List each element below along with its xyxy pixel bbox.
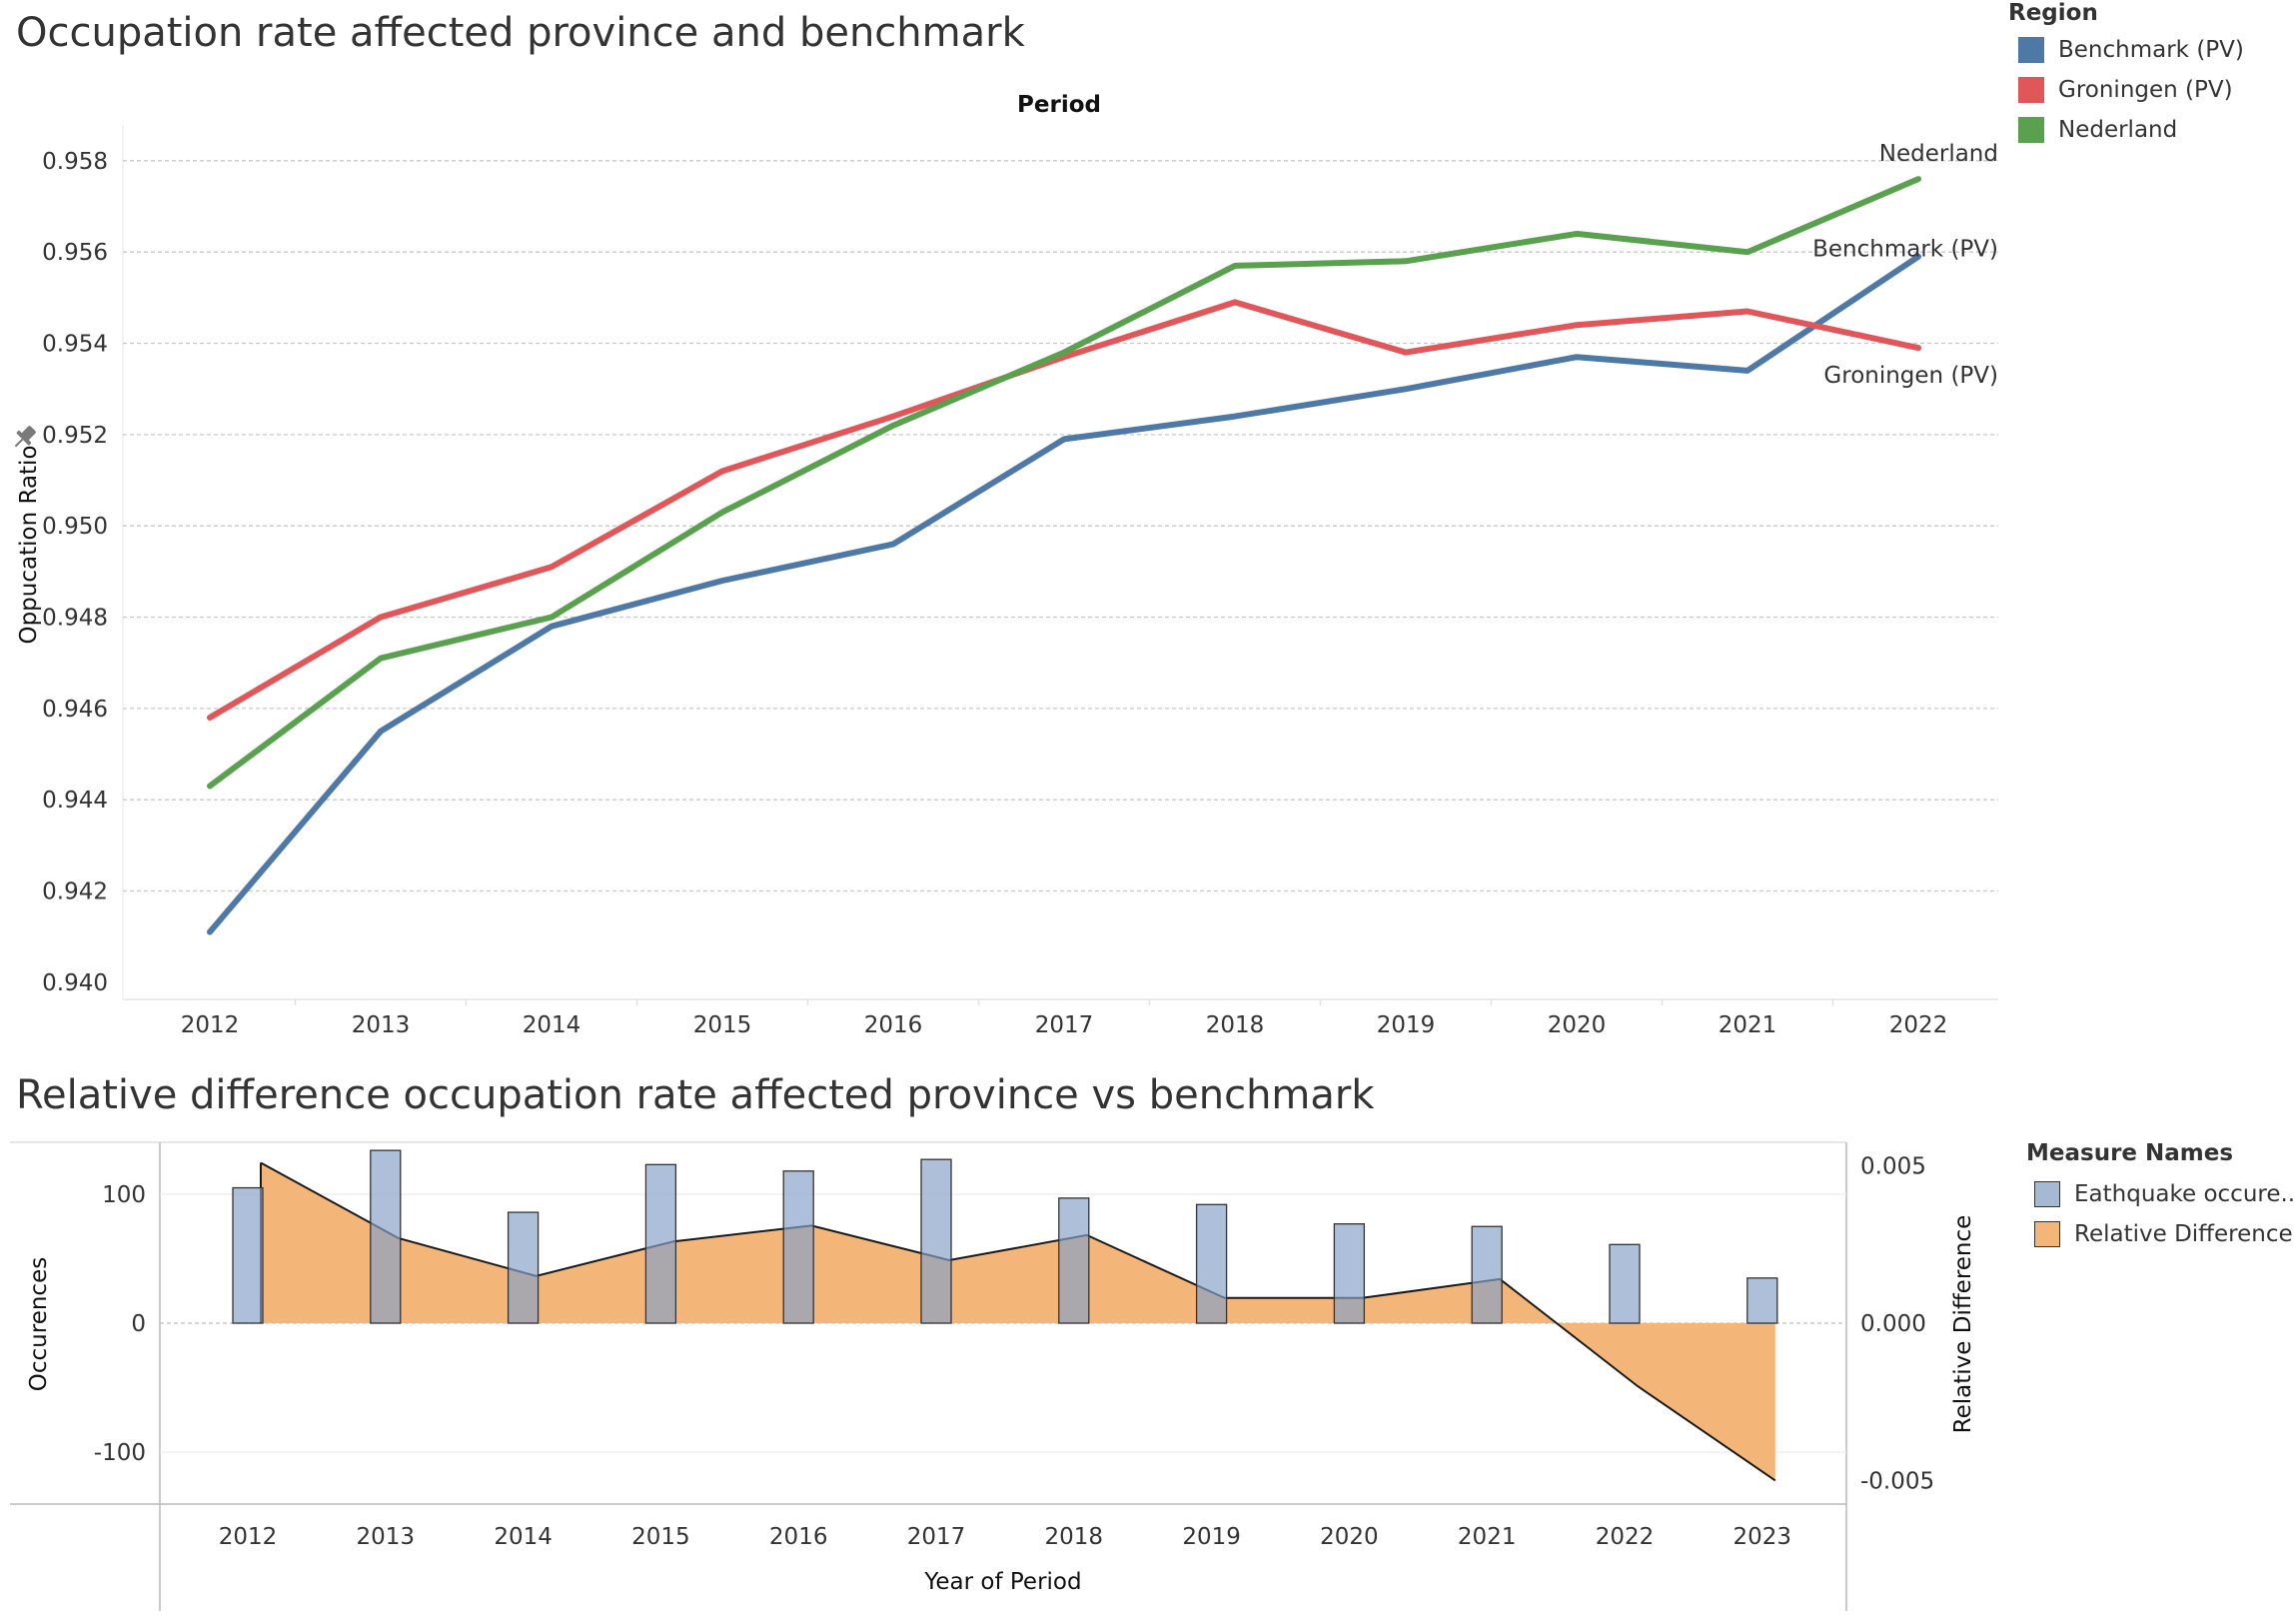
series-line-nederland[interactable] <box>207 176 1921 790</box>
bottom-y2-axis-title: Relative Difference <box>1950 1215 1976 1434</box>
earthquake-bar[interactable] <box>1471 1225 1503 1324</box>
bottom-x-tick-label: 2014 <box>494 1524 553 1550</box>
top-column-header: Period <box>1017 92 1101 118</box>
bottom-x-tick-label: 2023 <box>1733 1524 1792 1550</box>
earthquake-bar[interactable] <box>370 1149 402 1324</box>
top-y-tick-label: 0.944 <box>42 788 108 813</box>
series-line-benchmark-pv[interactable] <box>207 253 1921 935</box>
top-x-tick-label: 2014 <box>523 1012 581 1038</box>
legend-item-nederland[interactable]: Nederland <box>2018 117 2177 143</box>
bottom-y2-tick-label: -0.005 <box>1860 1468 1934 1494</box>
legend-item-groningen[interactable]: Groningen (PV) <box>2018 77 2233 103</box>
legend-item-benchmark[interactable]: Benchmark (PV) <box>2018 37 2244 63</box>
earthquake-bar[interactable] <box>1058 1197 1090 1324</box>
bottom-x-tick-label: 2018 <box>1045 1524 1104 1550</box>
earthquake-bar[interactable] <box>1333 1223 1366 1324</box>
top-y-tick-label: 0.952 <box>42 423 108 449</box>
end-label-benchmark-pv: Benchmark (PV) <box>1812 237 1998 263</box>
legend-label-relative-difference: Relative Difference <box>2074 1221 2293 1247</box>
legend-swatch-nederland <box>2018 117 2044 143</box>
legend-item-earthquake[interactable]: Eathquake occure.. <box>2034 1181 2295 1207</box>
earthquake-bar[interactable] <box>1609 1243 1641 1324</box>
legend-label-earthquake: Eathquake occure.. <box>2074 1181 2296 1207</box>
series-line-groningen-pv[interactable] <box>207 299 1921 721</box>
top-y-tick-label: 0.958 <box>42 149 108 175</box>
top-y-tick-label: 0.956 <box>42 240 108 266</box>
region-legend-title: Region <box>2008 0 2098 26</box>
bottom-y-tick-label: -100 <box>94 1440 146 1466</box>
top-x-tick-label: 2020 <box>1548 1012 1607 1038</box>
measure-legend-title: Measure Names <box>2026 1140 2234 1166</box>
bottom-x-tick-label: 2017 <box>907 1524 966 1550</box>
bottom-x-tick-label: 2015 <box>631 1524 690 1550</box>
top-y-tick-label: 0.950 <box>42 514 108 540</box>
legend-swatch-groningen <box>2018 77 2044 103</box>
bottom-y2-tick-label: 0.005 <box>1860 1154 1926 1180</box>
top-y-tick-label: 0.946 <box>42 697 108 723</box>
top-line-chart: Period Oppucation Ratio 0.940 0.942 0.944 0… <box>9 92 1998 1038</box>
legend-label-nederland: Nederland <box>2058 117 2178 143</box>
earthquake-bar[interactable] <box>1195 1203 1228 1324</box>
bottom-combo-chart: Occurences Relative Difference Year of P… <box>10 1141 1976 1611</box>
earthquake-bar[interactable] <box>1746 1277 1778 1324</box>
legend-swatch-benchmark <box>2018 37 2044 63</box>
end-label-nederland: Nederland <box>1879 141 1998 167</box>
top-x-tick-label: 2012 <box>181 1012 240 1038</box>
bottom-y-tick-label: 0 <box>131 1311 146 1337</box>
top-y-tick-label: 0.948 <box>42 606 108 632</box>
relative-difference-area[interactable] <box>261 1162 1775 1481</box>
bottom-x-tick-label: 2022 <box>1596 1524 1655 1550</box>
bottom-x-tick-label: 2013 <box>357 1524 416 1550</box>
earthquake-bar[interactable] <box>782 1170 814 1324</box>
earthquake-bar[interactable] <box>507 1211 540 1324</box>
top-x-tick-label: 2021 <box>1719 1012 1777 1038</box>
earthquake-bar[interactable] <box>644 1163 677 1324</box>
bottom-x-tick-label: 2019 <box>1182 1524 1241 1550</box>
bottom-chart-title: Relative difference occupation rate affe… <box>16 1072 1375 1118</box>
bottom-x-tick-label: 2016 <box>769 1524 828 1550</box>
pin-icon[interactable] <box>9 423 39 453</box>
legend-swatch-relative-difference <box>2034 1221 2060 1247</box>
top-y-tick-label: 0.940 <box>42 970 108 996</box>
top-x-tick-label: 2018 <box>1206 1012 1265 1038</box>
top-x-tick-label: 2016 <box>864 1012 923 1038</box>
legend-swatch-earthquake <box>2034 1181 2060 1207</box>
top-x-tick-label: 2019 <box>1377 1012 1436 1038</box>
bottom-y2-tick-label: 0.000 <box>1860 1311 1926 1337</box>
bottom-x-tick-label: 2021 <box>1458 1524 1517 1550</box>
bottom-y-axis-title: Occurences <box>26 1257 52 1391</box>
bottom-x-tick-label: 2020 <box>1320 1524 1379 1550</box>
legend-label-benchmark: Benchmark (PV) <box>2058 37 2244 63</box>
top-x-tick-label: 2013 <box>352 1012 411 1038</box>
top-x-tick-label: 2015 <box>693 1012 752 1038</box>
earthquake-bar[interactable] <box>232 1186 264 1324</box>
legend-label-groningen: Groningen (PV) <box>2058 77 2233 103</box>
bottom-x-axis-title: Year of Period <box>923 1569 1081 1595</box>
end-label-groningen-pv: Groningen (PV) <box>1823 363 1998 389</box>
earthquake-bar[interactable] <box>920 1158 952 1324</box>
top-y-tick-label: 0.954 <box>42 332 108 358</box>
bottom-y-tick-label: 100 <box>102 1182 146 1208</box>
top-y-tick-label: 0.942 <box>42 879 108 905</box>
legend-item-relative-difference[interactable]: Relative Difference <box>2034 1221 2293 1247</box>
top-x-tick-label: 2017 <box>1035 1012 1094 1038</box>
top-x-tick-label: 2022 <box>1889 1012 1948 1038</box>
bottom-x-tick-label: 2012 <box>219 1524 278 1550</box>
top-y-axis-title: Oppucation Ratio <box>16 445 42 644</box>
top-chart-title: Occupation rate affected province and be… <box>16 10 1025 56</box>
